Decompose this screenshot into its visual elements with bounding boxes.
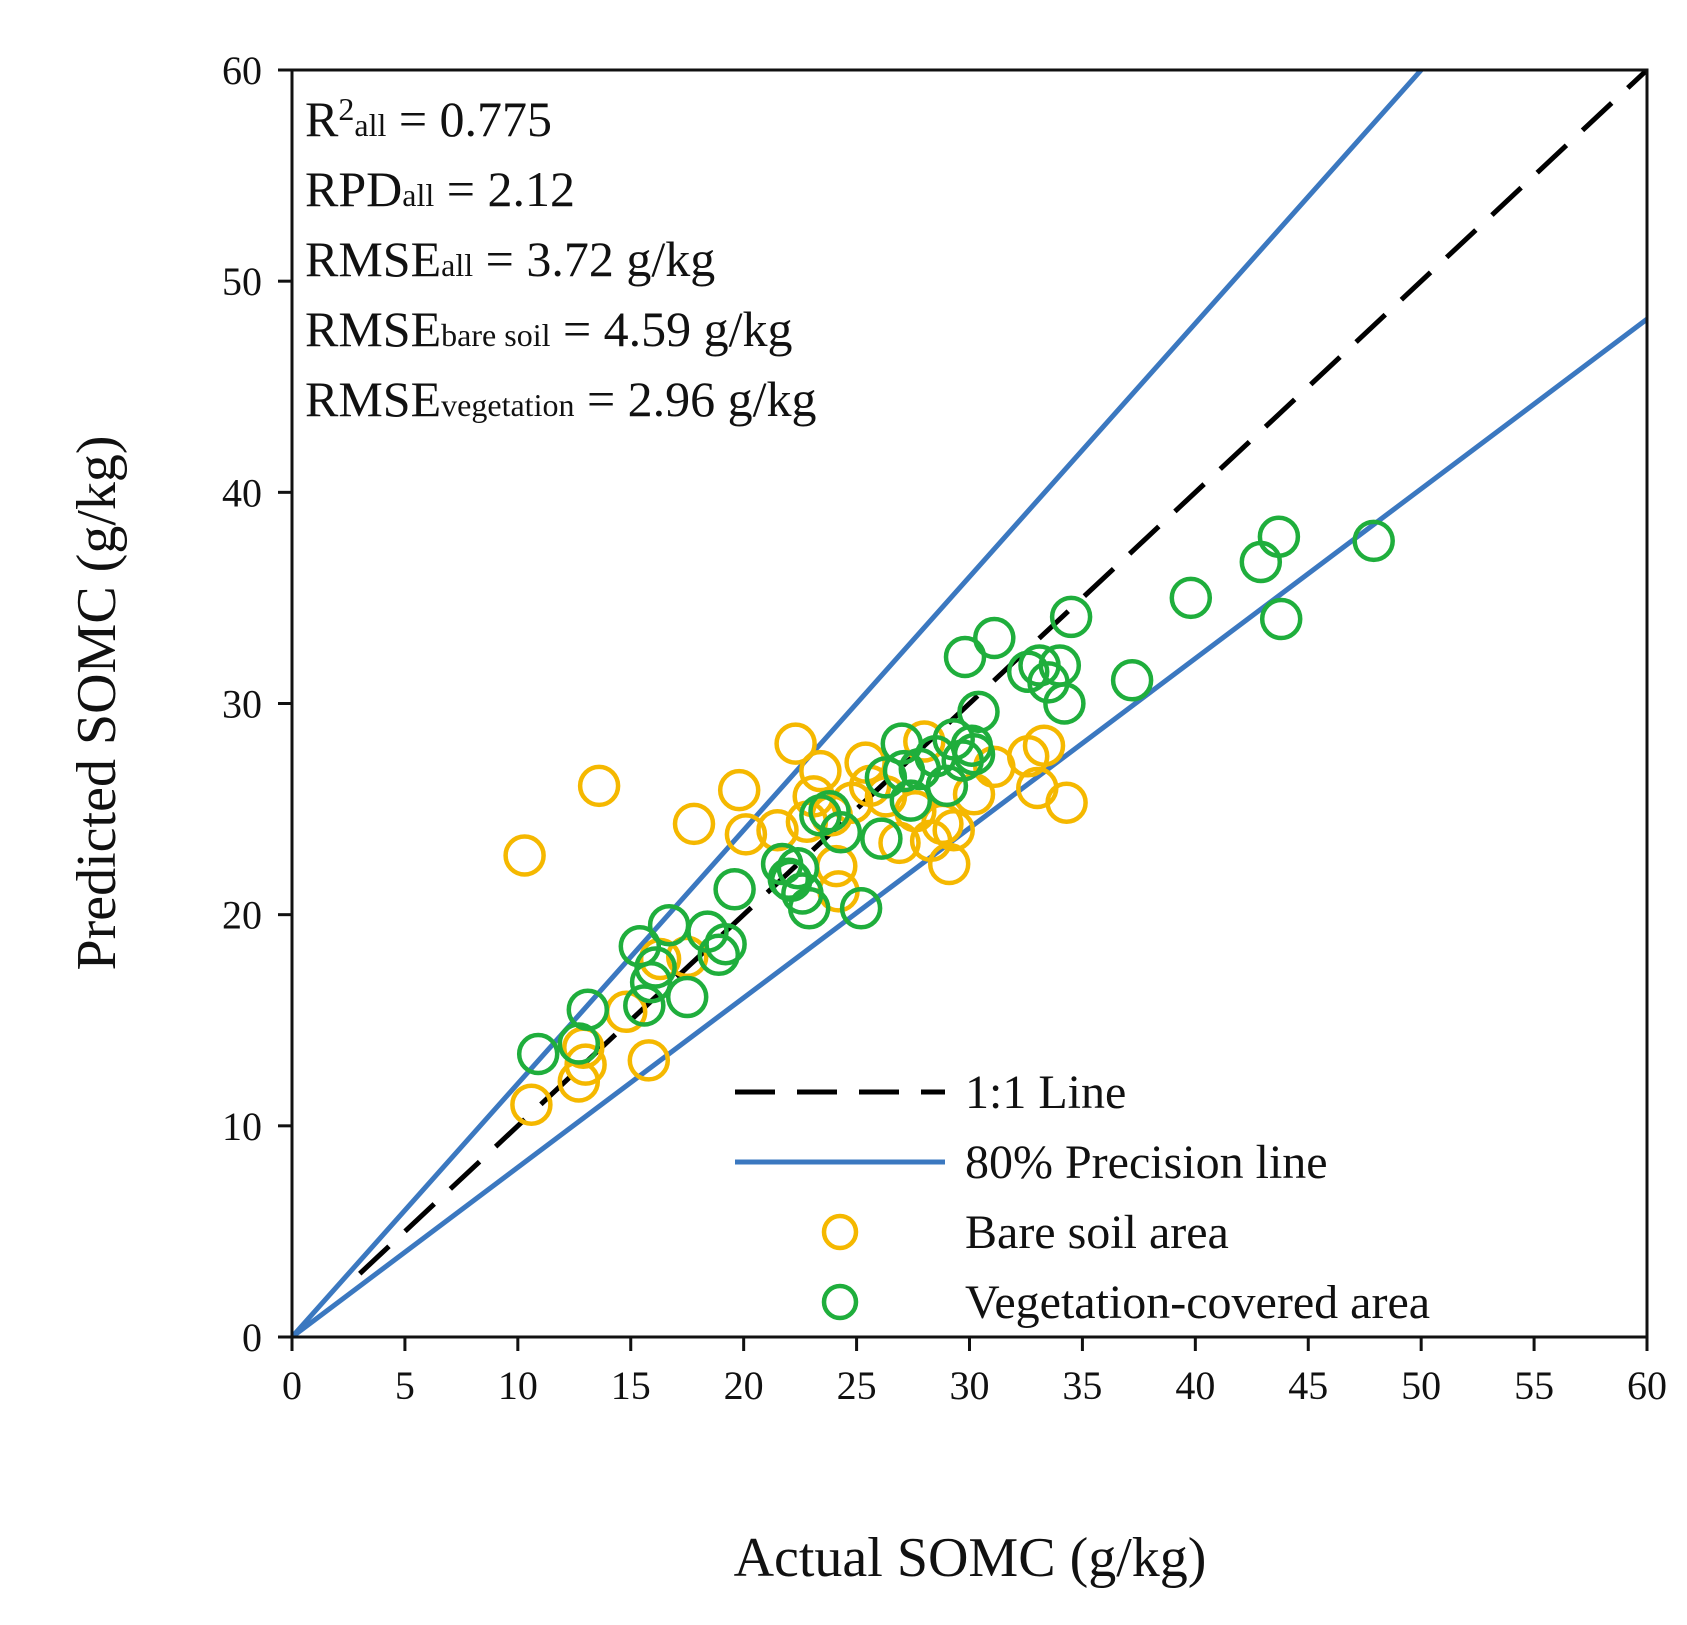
legend-marker-vegetation — [821, 1283, 859, 1321]
vegetation-point-17 — [787, 887, 831, 930]
x-axis: 0 5 10 15 20 25 30 35 40 45 50 55 60 — [282, 1337, 1667, 1408]
legend-label-1-1-line: 1:1 Line — [965, 1066, 1126, 1119]
vegetation-point-15 — [776, 846, 820, 890]
vegetation-point-37 — [1049, 595, 1093, 639]
y-tick-label-10: 10 — [222, 1104, 262, 1149]
bare-soil-point-4 — [577, 764, 621, 808]
x-tick-label-30: 30 — [950, 1363, 990, 1408]
bare-soil-point-31 — [1022, 724, 1066, 767]
vegetation-point-31 — [957, 690, 1000, 734]
y-axis-title: Predicted SOMC (g/kg) — [66, 435, 128, 970]
x-tick-label-55: 55 — [1514, 1363, 1554, 1408]
vegetation-point-49 — [1018, 644, 1061, 687]
y-tick-label-40: 40 — [222, 470, 262, 515]
x-tick-label-5: 5 — [395, 1363, 415, 1408]
bare-soil-point-32 — [1045, 781, 1088, 824]
bare-soil-point-12 — [774, 722, 817, 765]
stat-line-1: RPDall = 2.12 — [305, 161, 575, 217]
statistics-annotation: R2all = 0.775 RPDall = 2.12 RMSEall = 3.72… — [305, 91, 817, 427]
vegetation-point-11 — [704, 922, 747, 966]
bare-soil-point-0 — [503, 834, 546, 877]
data-points — [503, 515, 1395, 1126]
vegetation-point-38 — [1110, 659, 1154, 702]
legend-label-precision-line: 80% Precision line — [965, 1136, 1328, 1189]
vegetation-point-46 — [882, 749, 926, 793]
bare-soil-point-8 — [672, 802, 716, 846]
reference-lines — [292, 70, 1647, 1337]
vegetation-point-4 — [623, 984, 666, 1027]
reference-line-precision-upper — [292, 70, 1424, 1337]
vegetation-point-43 — [1352, 519, 1395, 563]
vegetation-point-48 — [952, 732, 996, 776]
x-tick-label-20: 20 — [724, 1363, 764, 1408]
vegetation-point-21 — [860, 817, 903, 860]
y-tick-label-50: 50 — [222, 259, 262, 304]
bare-soil-point-37 — [973, 745, 1016, 789]
stat-line-3: RMSEbare soil = 4.59 g/kg — [305, 301, 793, 357]
y-tick-label-20: 20 — [222, 893, 262, 938]
vegetation-point-8 — [665, 975, 709, 1019]
stat-line-2: RMSEall = 3.72 g/kg — [305, 231, 715, 287]
stat-line-0: R2all = 0.775 — [305, 91, 552, 147]
legend-label-bare-soil: Bare soil area — [965, 1206, 1229, 1259]
x-tick-label-45: 45 — [1288, 1363, 1328, 1408]
vegetation-point-10 — [697, 933, 741, 977]
vegetation-point-36 — [1043, 682, 1086, 725]
bare-soil-point-36 — [903, 720, 946, 763]
x-tick-label-40: 40 — [1175, 1363, 1215, 1408]
vegetation-point-6 — [634, 946, 677, 989]
x-tick-label-0: 0 — [282, 1363, 302, 1408]
y-tick-label-30: 30 — [222, 682, 262, 727]
vegetation-point-2 — [566, 988, 610, 1031]
x-tick-label-25: 25 — [837, 1363, 877, 1408]
vegetation-point-19 — [808, 789, 851, 833]
reference-line-one-to-one — [358, 70, 1647, 1276]
vegetation-point-47 — [943, 635, 987, 679]
bare-soil-point-9 — [717, 768, 761, 812]
legend-marker-bare-soil — [821, 1213, 859, 1251]
y-tick-label-0: 0 — [242, 1315, 262, 1360]
vegetation-point-24 — [889, 779, 933, 822]
stat-line-4: RMSEvegetation = 2.96 g/kg — [305, 371, 817, 427]
legend-label-vegetation: Vegetation-covered area — [965, 1276, 1430, 1329]
y-tick-label-60: 60 — [222, 48, 262, 93]
x-tick-label-15: 15 — [611, 1363, 651, 1408]
bare-soil-point-15 — [799, 749, 842, 793]
bare-soil-point-3 — [564, 1043, 607, 1086]
bare-soil-point-1 — [510, 1083, 553, 1126]
bare-soil-point-10 — [724, 813, 768, 856]
vegetation-point-45 — [819, 811, 863, 854]
vegetation-point-42 — [1259, 597, 1303, 641]
x-tick-label-10: 10 — [498, 1363, 538, 1408]
vegetation-point-0 — [516, 1032, 560, 1076]
bare-soil-point-5 — [627, 1039, 671, 1082]
vegetation-point-12 — [713, 868, 756, 911]
vegetation-point-20 — [839, 887, 883, 930]
y-axis: 0 10 20 30 40 50 60 — [222, 48, 292, 1360]
vegetation-point-39 — [1169, 576, 1213, 620]
x-tick-label-60: 60 — [1627, 1363, 1667, 1408]
bare-soil-point-27 — [932, 808, 975, 852]
x-tick-label-50: 50 — [1401, 1363, 1441, 1408]
legend: 1:1 Line 80% Precision line Bare soil ar… — [735, 1066, 1430, 1329]
bare-soil-point-26 — [927, 842, 971, 886]
vegetation-point-32 — [973, 616, 1016, 660]
vegetation-point-44 — [767, 857, 811, 901]
x-axis-title: Actual SOMC (g/kg) — [734, 1527, 1207, 1589]
vegetation-point-41 — [1257, 515, 1301, 558]
bare-soil-point-11 — [756, 808, 799, 852]
reference-line-precision-lower — [292, 317, 1647, 1337]
x-tick-label-35: 35 — [1062, 1363, 1102, 1408]
